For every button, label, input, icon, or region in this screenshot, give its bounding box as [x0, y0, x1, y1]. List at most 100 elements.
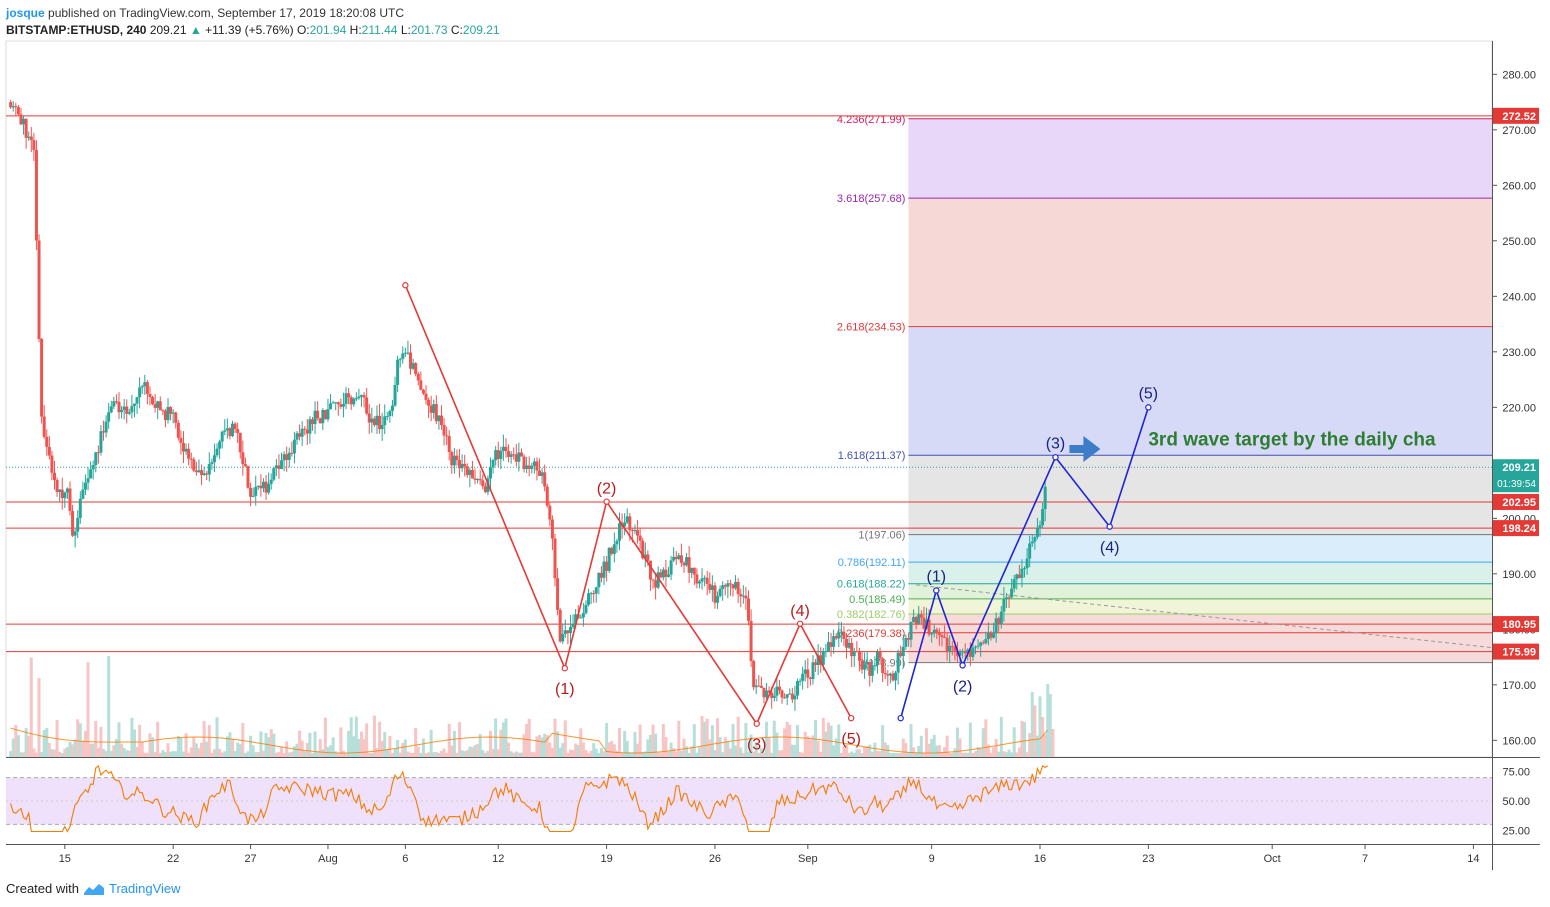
author-name[interactable]: josque	[6, 6, 45, 20]
volume-bar	[561, 743, 565, 757]
candle-body	[151, 396, 155, 405]
candle-body	[538, 470, 542, 476]
candle-body	[566, 630, 570, 634]
candle-body	[1004, 597, 1008, 599]
volume-bar	[71, 744, 75, 757]
candle-body	[790, 693, 794, 700]
volume-bar	[27, 735, 31, 757]
candle-body	[347, 393, 351, 398]
candle-body	[527, 465, 531, 469]
candle-body	[427, 399, 431, 406]
volume-bar	[532, 752, 536, 757]
close-label: C:	[450, 23, 463, 37]
level-price-tag-text: 180.95	[1502, 619, 1536, 631]
volume-bar	[772, 720, 776, 757]
candle-body	[447, 436, 451, 453]
volume-bar	[718, 737, 722, 757]
volume-bar	[243, 752, 247, 757]
candle-body	[238, 432, 242, 453]
red-wave-pivot	[603, 498, 610, 505]
candle-body	[99, 431, 103, 453]
volume-bar	[783, 728, 787, 757]
volume-bar	[540, 737, 544, 757]
candle-body	[34, 149, 38, 241]
volume-bar	[984, 719, 988, 757]
volume-bar	[997, 751, 1001, 757]
volume-bar	[726, 741, 730, 757]
volume-bar	[757, 752, 761, 757]
candle-body	[241, 452, 245, 465]
candle-body	[690, 567, 694, 573]
volume-bar	[365, 723, 369, 757]
candle-body	[223, 430, 227, 432]
volume-bar	[687, 752, 691, 757]
candle-body	[796, 681, 800, 696]
candle-body	[785, 694, 789, 698]
candle-body	[532, 461, 536, 467]
volume-bar	[409, 752, 413, 757]
blue-wave-pivot	[1052, 454, 1059, 461]
volume-bar	[587, 752, 591, 757]
candle-body	[525, 465, 529, 470]
volume-bar	[378, 721, 382, 757]
volume-bar	[476, 743, 480, 757]
candle-body	[599, 572, 603, 578]
candle-body	[22, 118, 26, 125]
volume-bar	[78, 723, 82, 757]
last-price-tag	[1493, 459, 1539, 493]
time-tick-label: 14	[1467, 853, 1479, 865]
volume-bar	[331, 737, 335, 757]
candle-body	[664, 569, 668, 577]
volume-bar	[674, 751, 678, 757]
symbol-label[interactable]: BITSTAMP:ETHUSD, 240	[6, 23, 147, 37]
volume-bar	[548, 742, 552, 757]
candle-body	[1033, 537, 1037, 542]
volume-bar	[630, 752, 634, 757]
fib-zone	[908, 118, 1492, 199]
volume-bar	[91, 743, 95, 757]
volume-bar	[527, 718, 531, 757]
candle-body	[488, 467, 492, 479]
volume-bar	[906, 752, 910, 757]
footer: Created with TradingView	[6, 881, 181, 896]
candle-body	[220, 431, 224, 442]
volume-bar	[468, 746, 472, 757]
candle-body	[179, 437, 183, 443]
fib-zone	[908, 455, 1492, 535]
brand-name[interactable]: TradingView	[108, 881, 181, 896]
candle-body	[483, 486, 487, 493]
price-tick-label: 160.00	[1502, 735, 1536, 747]
volume-bar	[305, 742, 309, 757]
candle-body	[50, 455, 54, 473]
volume-bar	[300, 740, 304, 757]
candle-body	[594, 587, 598, 594]
candle-body	[728, 583, 732, 585]
volume-bar	[102, 748, 106, 757]
volume-bar	[231, 739, 235, 757]
volume-bar	[901, 738, 905, 757]
volume-bar	[857, 749, 861, 757]
candle-body	[321, 410, 325, 424]
candle-body	[878, 652, 882, 659]
candle-body	[927, 619, 931, 635]
candle-body	[375, 415, 379, 426]
candle-body	[236, 429, 240, 433]
candle-body	[819, 655, 823, 665]
candle-body	[14, 106, 18, 108]
volume-bar	[29, 657, 33, 757]
candle-body	[584, 604, 588, 614]
volume-bar	[277, 751, 281, 757]
volume-bar	[780, 750, 784, 757]
candle-body	[762, 687, 766, 698]
volume-bar	[1030, 691, 1034, 757]
volume-bar	[581, 742, 585, 757]
candle-body	[295, 433, 299, 440]
volume-bar	[940, 752, 944, 757]
volume-bar	[736, 716, 740, 757]
candle-body	[615, 540, 619, 545]
candle-body	[225, 428, 229, 431]
volume-bar	[620, 752, 624, 757]
volume-bar	[303, 750, 307, 757]
candle-body	[798, 680, 802, 682]
